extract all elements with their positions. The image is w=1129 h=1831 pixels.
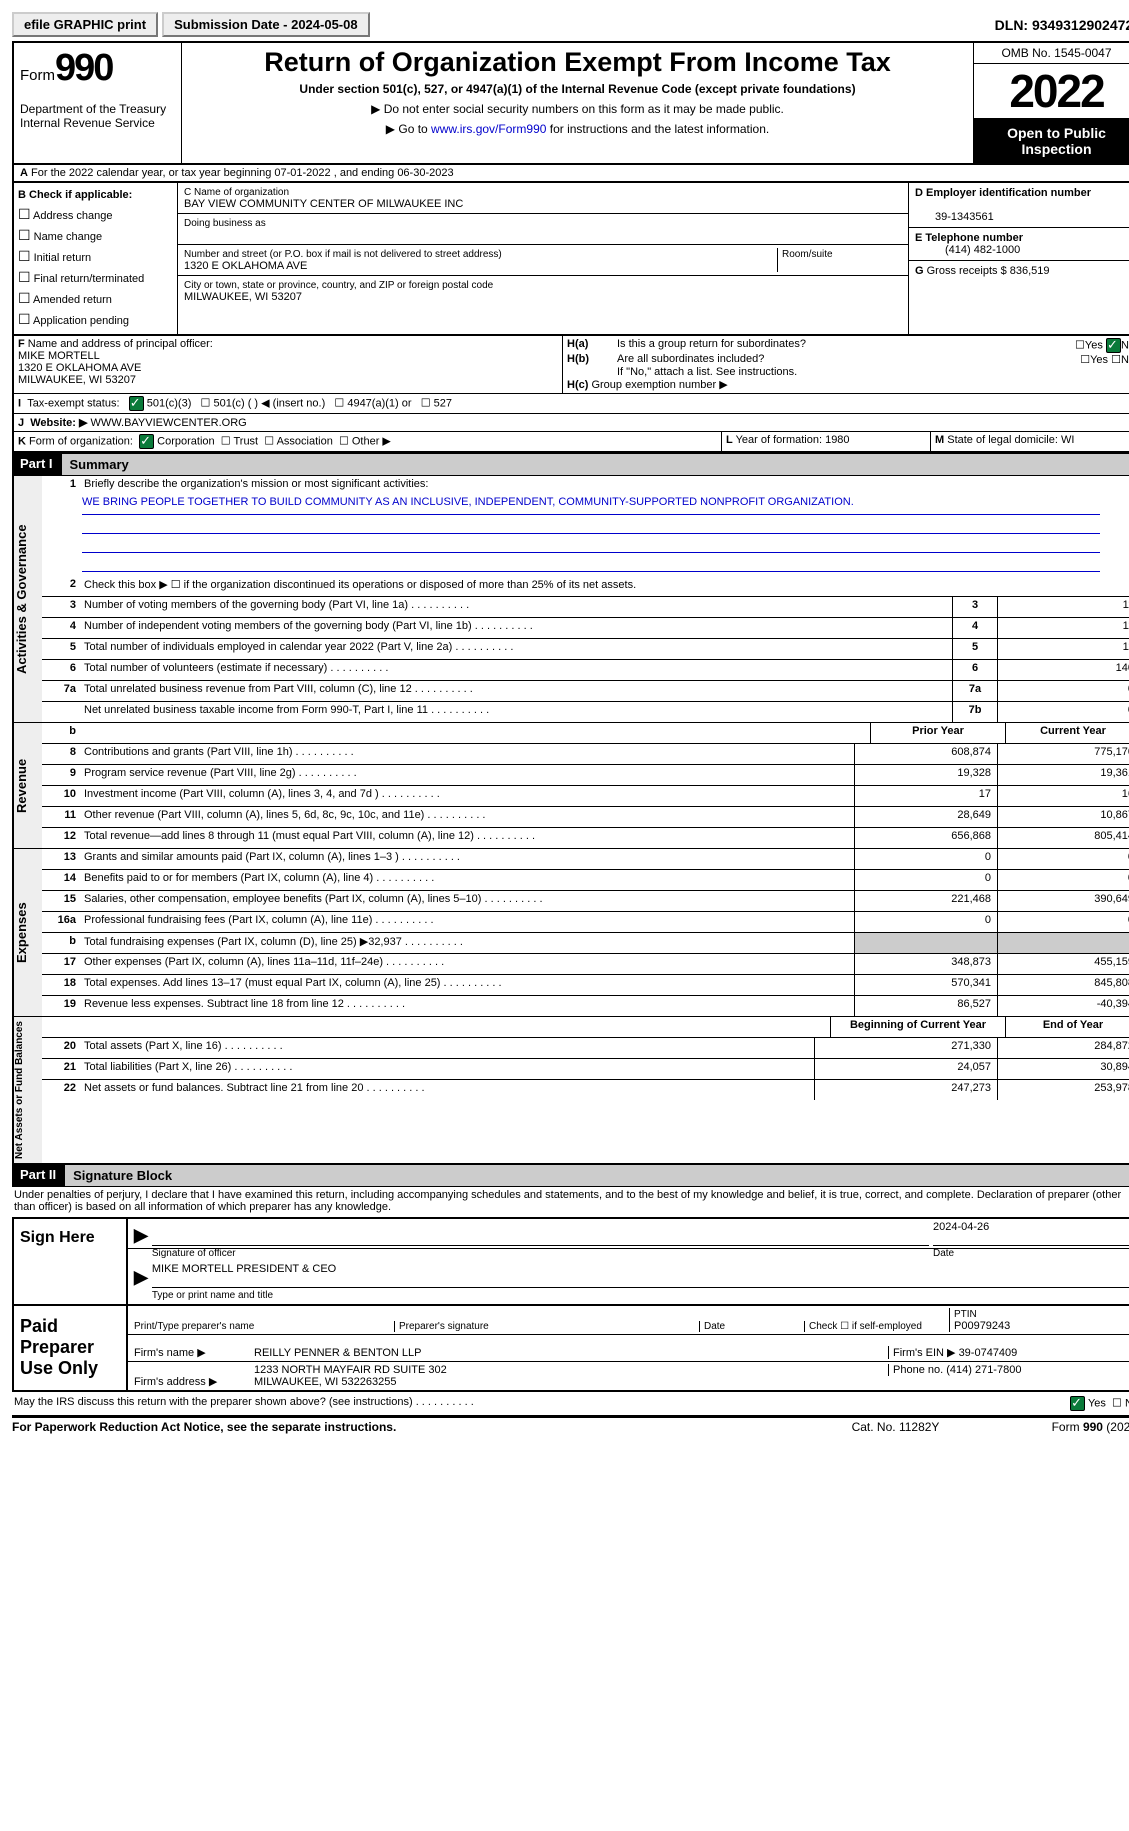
- summary-line: 17Other expenses (Part IX, column (A), l…: [42, 954, 1129, 975]
- form-number: Form990: [20, 47, 175, 90]
- summary-line: 21Total liabilities (Part X, line 26)24,…: [42, 1059, 1129, 1080]
- summary-line: 10Investment income (Part VIII, column (…: [42, 786, 1129, 807]
- box-i: I Tax-exempt status: 501(c)(3) ☐ 501(c) …: [14, 394, 1129, 413]
- summary-line: 19Revenue less expenses. Subtract line 1…: [42, 996, 1129, 1016]
- box-d-e-g: D Employer identification number39-13435…: [908, 183, 1129, 334]
- summary-line: 3Number of voting members of the governi…: [42, 597, 1129, 618]
- arrow-icon: ▶: [134, 1225, 148, 1246]
- form-subtitle: Under section 501(c), 527, or 4947(a)(1)…: [186, 82, 969, 96]
- box-f: F Name and address of principal officer:…: [14, 336, 563, 393]
- dln-label: DLN: 93493129024724: [995, 17, 1129, 33]
- tax-year: 2022: [974, 64, 1129, 119]
- summary-line: 9Program service revenue (Part VIII, lin…: [42, 765, 1129, 786]
- form-note-2: ▶ Go to www.irs.gov/Form990 for instruct…: [186, 122, 969, 136]
- form-ref: Form 990 (2022): [1052, 1420, 1129, 1434]
- summary-line: 16aProfessional fundraising fees (Part I…: [42, 912, 1129, 933]
- box-b: B Check if applicable: ☐ Address change …: [14, 183, 178, 334]
- paid-preparer-label: Paid Preparer Use Only: [14, 1306, 128, 1390]
- summary-line: 12Total revenue—add lines 8 through 11 (…: [42, 828, 1129, 848]
- mission-text[interactable]: WE BRING PEOPLE TOGETHER TO BUILD COMMUN…: [82, 496, 854, 508]
- department-label: Department of the Treasury Internal Reve…: [20, 102, 175, 130]
- summary-line: 11Other revenue (Part VIII, column (A), …: [42, 807, 1129, 828]
- summary-line: 15Salaries, other compensation, employee…: [42, 891, 1129, 912]
- summary-line: 6Total number of volunteers (estimate if…: [42, 660, 1129, 681]
- box-h: H(a)Is this a group return for subordina…: [563, 336, 1129, 393]
- summary-line: 14Benefits paid to or for members (Part …: [42, 870, 1129, 891]
- form-header: Form990 Department of the Treasury Inter…: [12, 41, 1129, 165]
- website-link[interactable]: WWW.BAYVIEWCENTER.ORG: [90, 417, 246, 429]
- irs-link[interactable]: www.irs.gov/Form990: [431, 122, 546, 136]
- summary-line: 22Net assets or fund balances. Subtract …: [42, 1080, 1129, 1100]
- box-k: K Form of organization: Corporation ☐ Tr…: [14, 432, 722, 451]
- arrow-icon: ▶: [134, 1267, 148, 1288]
- side-revenue: Revenue: [13, 723, 42, 848]
- sign-here-label: Sign Here: [14, 1219, 128, 1304]
- summary-line: 7aTotal unrelated business revenue from …: [42, 681, 1129, 702]
- summary-line: 13Grants and similar amounts paid (Part …: [42, 849, 1129, 870]
- page-footer: For Paperwork Reduction Act Notice, see …: [12, 1417, 1129, 1434]
- omb-number: OMB No. 1545-0047: [974, 43, 1129, 64]
- summary-line: 8Contributions and grants (Part VIII, li…: [42, 744, 1129, 765]
- form-note-1: ▶ Do not enter social security numbers o…: [186, 102, 969, 116]
- summary-line: bTotal fundraising expenses (Part IX, co…: [42, 933, 1129, 954]
- discuss-row: May the IRS discuss this return with the…: [12, 1392, 1129, 1417]
- side-expenses: Expenses: [13, 849, 42, 1016]
- print-button[interactable]: efile GRAPHIC print: [12, 12, 158, 37]
- submission-date-button[interactable]: Submission Date - 2024-05-08: [162, 12, 370, 37]
- period-row: A For the 2022 calendar year, or tax yea…: [12, 165, 1129, 183]
- form-title: Return of Organization Exempt From Incom…: [186, 47, 969, 78]
- box-j: J Website: ▶ WWW.BAYVIEWCENTER.ORG: [14, 414, 1129, 431]
- box-l: L Year of formation: 1980: [722, 432, 931, 451]
- top-toolbar: efile GRAPHIC print Submission Date - 20…: [12, 12, 1129, 37]
- side-net-assets: Net Assets or Fund Balances: [13, 1017, 42, 1163]
- summary-line: Net unrelated business taxable income fr…: [42, 702, 1129, 722]
- declaration-text: Under penalties of perjury, I declare th…: [12, 1187, 1129, 1215]
- side-activities-governance: Activities & Governance: [13, 476, 42, 722]
- open-to-public: Open to Public Inspection: [974, 119, 1129, 163]
- summary-line: 5Total number of individuals employed in…: [42, 639, 1129, 660]
- box-m: M State of legal domicile: WI: [931, 432, 1129, 451]
- box-c: C Name of organizationBAY VIEW COMMUNITY…: [178, 183, 908, 334]
- part-2-header: Part II Signature Block: [12, 1164, 1129, 1187]
- summary-line: 20Total assets (Part X, line 16)271,3302…: [42, 1038, 1129, 1059]
- part-1-header: Part I Summary: [12, 453, 1129, 476]
- summary-line: 18Total expenses. Add lines 13–17 (must …: [42, 975, 1129, 996]
- summary-line: 4Number of independent voting members of…: [42, 618, 1129, 639]
